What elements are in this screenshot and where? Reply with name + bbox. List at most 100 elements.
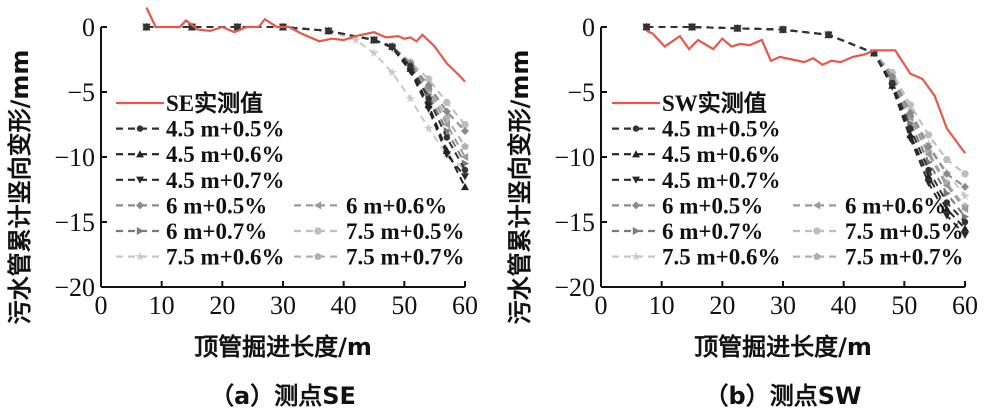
legend-swatch-marker xyxy=(632,201,640,210)
legend-label: 4.5 m+0.7% xyxy=(166,168,285,193)
data-point-marker xyxy=(961,205,969,213)
x-tick-label: 20 xyxy=(709,291,735,320)
data-point-marker xyxy=(961,182,969,191)
legend-item: 6 m+0.7% xyxy=(116,219,267,244)
legend-item: 6 m+0.5% xyxy=(612,193,763,218)
legend-label: 7.5 m+0.5% xyxy=(346,219,465,244)
series-line-model-8 xyxy=(146,26,466,171)
legend-label: 6 m+0.7% xyxy=(166,219,267,244)
legend-swatch-marker xyxy=(136,176,144,184)
legend-item: 7.5 m+0.6% xyxy=(612,245,781,270)
legend-label: 7.5 m+0.5% xyxy=(845,219,964,244)
legend-label: SW实测值 xyxy=(662,90,767,116)
data-point-marker xyxy=(942,205,951,213)
data-point-marker xyxy=(961,170,969,178)
legend-label: 6 m+0.6% xyxy=(346,193,447,218)
data-point-marker xyxy=(960,191,970,200)
data-point-marker xyxy=(369,48,379,57)
legend-swatch-marker xyxy=(813,227,821,235)
data-point-marker xyxy=(925,166,932,174)
y-axis-label: 污水管累计竖向变形/mm xyxy=(506,50,534,325)
data-point-marker xyxy=(443,134,450,141)
y-axis-label: 污水管累计竖向变形/mm xyxy=(6,50,34,325)
x-axis-label: 顶管掘进长度/m xyxy=(694,333,872,361)
y-tick-label: −10 xyxy=(54,143,95,172)
data-point-marker xyxy=(442,98,451,106)
legend-label: 4.5 m+0.7% xyxy=(662,168,781,193)
legend-item: 6 m+0.5% xyxy=(116,193,267,218)
legend-swatch-marker xyxy=(136,227,144,235)
data-point-marker xyxy=(734,25,741,32)
x-axis-label: 顶管掘进长度/m xyxy=(194,333,372,361)
y-tick-label: −20 xyxy=(54,273,95,302)
legend-label: 7.5 m+0.6% xyxy=(662,245,781,270)
x-tick-label: 50 xyxy=(891,291,917,320)
data-point-marker xyxy=(425,95,432,102)
data-point-marker xyxy=(424,101,433,109)
legend-item: 6 m+0.6% xyxy=(294,193,447,218)
data-point-marker xyxy=(461,127,469,135)
data-point-marker xyxy=(389,43,396,50)
data-point-marker xyxy=(234,23,241,31)
x-tick-label: 40 xyxy=(331,291,357,320)
legend-label: 6 m+0.5% xyxy=(662,193,763,218)
legend-label: 4.5 m+0.6% xyxy=(166,142,285,167)
data-point-marker xyxy=(889,79,896,87)
y-tick-label: −20 xyxy=(554,273,595,302)
chart-panel-a: 0 10 20 30 40 50 60 0 −5 −10 −15 −20 顶管掘进长度/m 污水管累计竖向… xyxy=(6,7,478,410)
data-point-marker xyxy=(907,125,914,132)
x-tick-label: 60 xyxy=(452,291,478,320)
y-tick-label: 0 xyxy=(582,13,595,42)
data-point-marker xyxy=(924,131,933,139)
data-point-marker xyxy=(461,153,469,161)
x-tick-label: 10 xyxy=(149,291,175,320)
legend-swatch-marker xyxy=(314,252,322,260)
legend-swatch-marker xyxy=(136,125,144,132)
legend-swatch-marker xyxy=(813,252,821,260)
data-point-marker xyxy=(924,150,932,159)
data-point-marker xyxy=(961,212,969,221)
legend-item: 4.5 m+0.5% xyxy=(612,117,781,142)
data-point-marker xyxy=(461,166,469,174)
data-point-marker xyxy=(325,27,332,35)
legend-item: 7.5 m+0.5% xyxy=(294,219,465,244)
legend-item: 4.5 m+0.7% xyxy=(612,168,781,193)
y-tick-label: −5 xyxy=(567,78,595,107)
legend-item: 4.5 m+0.6% xyxy=(612,142,781,167)
legend-swatch-marker xyxy=(135,251,145,261)
data-point-marker xyxy=(688,23,696,31)
data-point-marker xyxy=(943,189,951,198)
legend-swatch-marker xyxy=(314,227,322,235)
legend-label: 6 m+0.7% xyxy=(662,219,763,244)
data-point-marker xyxy=(405,93,416,103)
y-tick-label: −15 xyxy=(554,208,595,237)
x-tick-label: 0 xyxy=(595,291,608,320)
legend-item: 7.5 m+0.6% xyxy=(116,245,285,270)
panel-caption: （a）测点SE xyxy=(210,382,356,410)
legend-item: 4.5 m+0.5% xyxy=(116,117,285,142)
x-tick-label: 0 xyxy=(95,291,108,320)
data-point-marker xyxy=(461,182,469,191)
legend-label: 4.5 m+0.5% xyxy=(662,117,781,142)
data-point-marker xyxy=(906,108,915,117)
legend-label: 7.5 m+0.7% xyxy=(346,245,465,270)
x-tick-label: 30 xyxy=(770,291,796,320)
legend-swatch-marker xyxy=(632,150,640,158)
data-point-marker xyxy=(461,142,469,150)
data-point-marker xyxy=(643,23,650,31)
data-point-marker xyxy=(925,158,933,167)
data-point-marker xyxy=(387,67,397,77)
data-point-marker xyxy=(779,26,787,33)
legend-swatch-marker xyxy=(314,201,322,210)
legend-swatch-marker xyxy=(632,125,640,132)
data-point-marker xyxy=(461,121,469,128)
y-tick-label: 0 xyxy=(82,13,95,42)
legend-swatch-marker xyxy=(631,251,641,261)
y-tick-label: −5 xyxy=(67,78,95,107)
data-point-marker xyxy=(924,172,933,180)
data-point-marker xyxy=(442,146,451,154)
legend-label: 6 m+0.6% xyxy=(845,193,946,218)
legend-item: SE实测值 xyxy=(116,90,263,116)
legend-swatch-marker xyxy=(136,201,144,210)
